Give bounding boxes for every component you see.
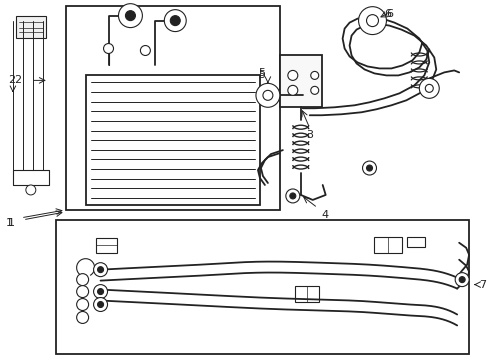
Bar: [95, 238, 117, 253]
Text: 3: 3: [305, 130, 313, 140]
Text: 7: 7: [478, 280, 485, 289]
Bar: [374, 237, 402, 253]
Circle shape: [358, 7, 386, 35]
Text: 5: 5: [258, 71, 265, 80]
Circle shape: [93, 263, 107, 276]
Circle shape: [310, 86, 318, 94]
Circle shape: [170, 15, 180, 26]
Circle shape: [77, 311, 88, 323]
Text: 2: 2: [8, 75, 15, 85]
Text: 5: 5: [258, 68, 265, 78]
Circle shape: [98, 267, 103, 273]
Circle shape: [255, 84, 279, 107]
Circle shape: [140, 45, 150, 55]
Circle shape: [118, 4, 142, 28]
Circle shape: [287, 85, 297, 95]
Bar: [16, 15, 46, 37]
Circle shape: [362, 161, 376, 175]
Circle shape: [93, 298, 107, 311]
Circle shape: [366, 15, 378, 27]
Text: 6: 6: [385, 9, 392, 19]
Circle shape: [93, 285, 107, 298]
Circle shape: [26, 185, 36, 195]
Bar: [407, 237, 425, 247]
Circle shape: [98, 289, 103, 294]
Text: 1: 1: [8, 218, 15, 228]
Circle shape: [98, 302, 103, 307]
Circle shape: [77, 274, 88, 285]
Text: 4: 4: [321, 210, 327, 220]
Bar: [294, 285, 318, 302]
Text: 6: 6: [383, 9, 390, 19]
Circle shape: [125, 11, 135, 21]
Circle shape: [263, 90, 272, 100]
Bar: [65, 6, 279, 210]
Circle shape: [289, 193, 295, 199]
Text: 1: 1: [6, 218, 13, 228]
Circle shape: [164, 10, 186, 32]
Circle shape: [419, 78, 438, 98]
Circle shape: [77, 285, 88, 298]
Circle shape: [310, 71, 318, 80]
Circle shape: [425, 84, 432, 92]
Circle shape: [103, 44, 113, 54]
Circle shape: [366, 165, 372, 171]
Circle shape: [77, 298, 88, 310]
Bar: [279, 55, 321, 107]
Bar: [85, 75, 260, 205]
Circle shape: [287, 71, 297, 80]
Circle shape: [458, 276, 464, 283]
Circle shape: [285, 189, 299, 203]
Circle shape: [454, 273, 468, 287]
Bar: [56, 220, 468, 354]
Text: 2: 2: [14, 75, 21, 85]
